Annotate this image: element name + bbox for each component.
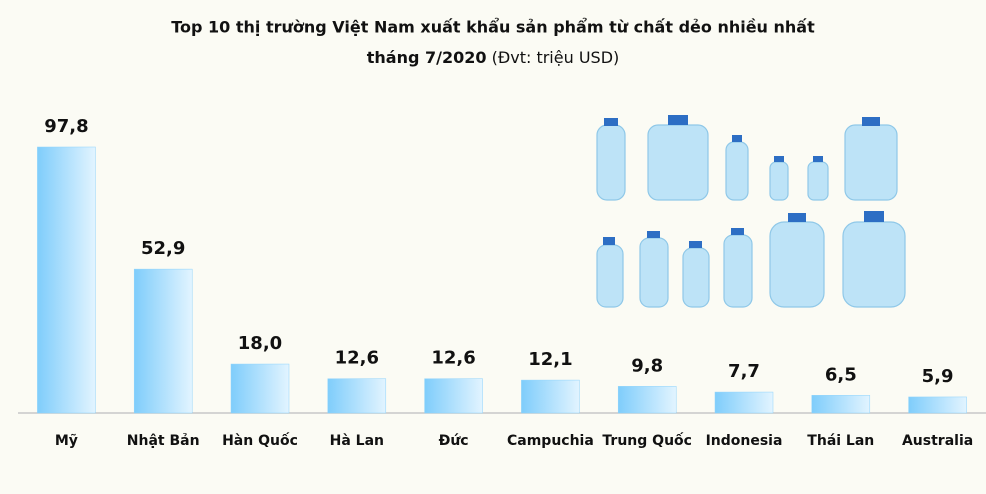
unit-note: (Đvt: triệu USD) [492,48,620,67]
x-tick-label: Campuchia [507,433,594,449]
x-tick-label: Hà Lan [330,433,384,449]
value-label: 12,6 [431,348,475,369]
bar [714,391,774,414]
value-label: 97,8 [44,116,88,137]
bar [37,146,96,414]
bar [133,268,193,414]
bottle-decoration [596,115,906,308]
bar [908,396,967,414]
bar [424,378,483,414]
x-tick-label: Thái Lan [807,433,874,449]
bar [327,378,387,414]
value-label: 5,9 [922,366,954,387]
bar [521,379,580,414]
x-tick-label: Đức [439,433,469,449]
value-label: 18,0 [238,333,282,354]
value-label: 12,1 [528,349,572,370]
value-label: 52,9 [141,238,185,259]
x-tick-label: Indonesia [706,433,783,449]
x-tick-label: Mỹ [55,433,78,449]
x-tick-label: Hàn Quốc [222,432,298,449]
x-tick-label: Nhật Bản [127,433,200,449]
value-label: 6,5 [825,364,857,385]
chart-title: Top 10 thị trường Việt Nam xuất khẩu sản… [171,18,815,37]
bar [811,395,871,414]
bar [617,386,677,414]
x-tick-label: Trung Quốc [602,432,692,449]
x-tick-label: Australia [902,433,973,449]
bar [230,363,290,414]
value-label: 12,6 [335,348,379,369]
value-label: 9,8 [631,355,663,376]
chart-subtitle: tháng 7/2020 (Đvt: triệu USD) [367,48,620,67]
value-label: 7,7 [728,361,760,382]
subtitle: tháng 7/2020 [367,48,487,67]
